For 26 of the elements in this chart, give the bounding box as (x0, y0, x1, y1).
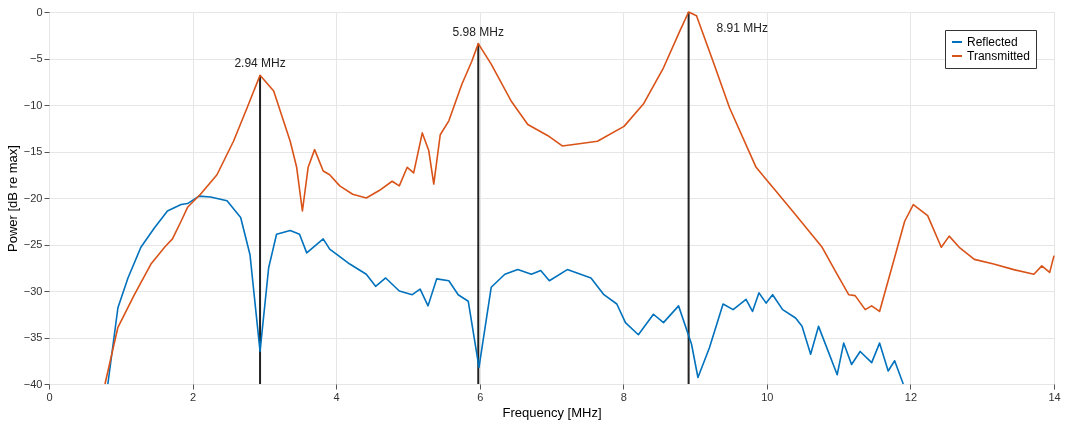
x-tick-label: 0 (46, 390, 53, 403)
x-tick-label: 12 (904, 390, 918, 403)
y-tick-label: −20 (23, 191, 43, 204)
line-series (107, 195, 905, 385)
x-tick-label: 4 (333, 390, 340, 403)
x-tick-label: 8 (620, 390, 627, 403)
x-tick-label: 6 (477, 390, 484, 403)
annotation: 5.98 MHz (452, 24, 504, 39)
y-tick-label: −40 (23, 377, 43, 390)
y-tick-label: −35 (23, 331, 43, 343)
annotation: 8.91 MHz (716, 21, 768, 35)
x-tick-label: 2 (190, 390, 197, 403)
y-tick-label: −10 (23, 98, 43, 111)
y-tick-label: −15 (23, 145, 43, 157)
legend-label: Transmitted (967, 49, 1030, 63)
y-axis-title: Power [dB re max] (4, 145, 20, 252)
y-tick-label: 0 (36, 5, 43, 18)
line-series (104, 11, 1055, 385)
x-tick-label: 14 (1048, 390, 1061, 403)
y-tick-label: −25 (23, 238, 43, 250)
x-tick-label: 10 (761, 390, 774, 403)
legend-label: Reflected (967, 35, 1018, 49)
annotation: 2.94 MHz (234, 56, 286, 71)
x-axis-title: Frequency [MHz] (502, 404, 602, 420)
y-tick-label: −5 (29, 52, 43, 64)
y-tick-label: −30 (23, 284, 43, 297)
